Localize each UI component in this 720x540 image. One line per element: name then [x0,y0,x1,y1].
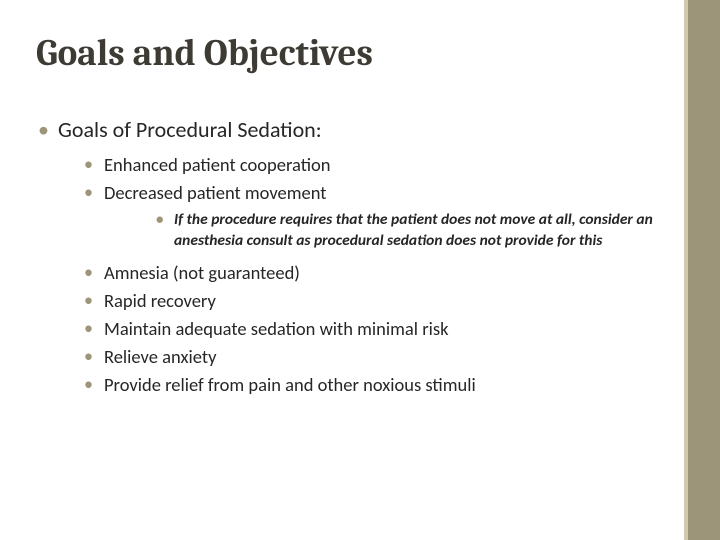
lvl2-item: Maintain adequate sedation with minimal … [82,316,664,342]
lvl2-text: Provide relief from pain and other noxio… [104,373,476,396]
lvl2-item: Provide relief from pain and other noxio… [82,372,664,398]
lvl1-text: Goals of Procedural Sedation: [58,116,322,143]
lvl1-item: Goals of Procedural Sedation: Enhanced p… [36,115,664,398]
slide-title: Goals and Objectives [36,34,664,75]
lvl2-text: Relieve anxiety [104,345,216,368]
slide-content: Goals and Objectives Goals of Procedural… [0,0,684,540]
lvl2-text: Decreased patient movement [104,181,326,204]
accent-bar-inner [684,0,688,540]
lvl2-item: Enhanced patient cooperation [82,152,664,178]
lvl2-text: Rapid recovery [104,289,216,312]
lvl2-item: Relieve anxiety [82,344,664,370]
lvl2-item: Amnesia (not guaranteed) [82,260,664,286]
lvl2-item: Decreased patient movement If the proced… [82,180,664,252]
lvl3-text: If the procedure requires that the patie… [174,210,653,250]
lvl2-text: Amnesia (not guaranteed) [104,261,300,284]
bullet-list-lvl1: Goals of Procedural Sedation: Enhanced p… [36,115,664,398]
lvl3-item: If the procedure requires that the patie… [154,210,664,252]
bullet-list-lvl3: If the procedure requires that the patie… [104,210,664,252]
bullet-list-lvl2-a: Enhanced patient cooperation Decreased p… [58,152,664,397]
lvl2-item: Rapid recovery [82,288,664,314]
lvl2-text: Maintain adequate sedation with minimal … [104,317,449,340]
accent-bar [688,0,720,540]
lvl2-text: Enhanced patient cooperation [104,153,330,176]
